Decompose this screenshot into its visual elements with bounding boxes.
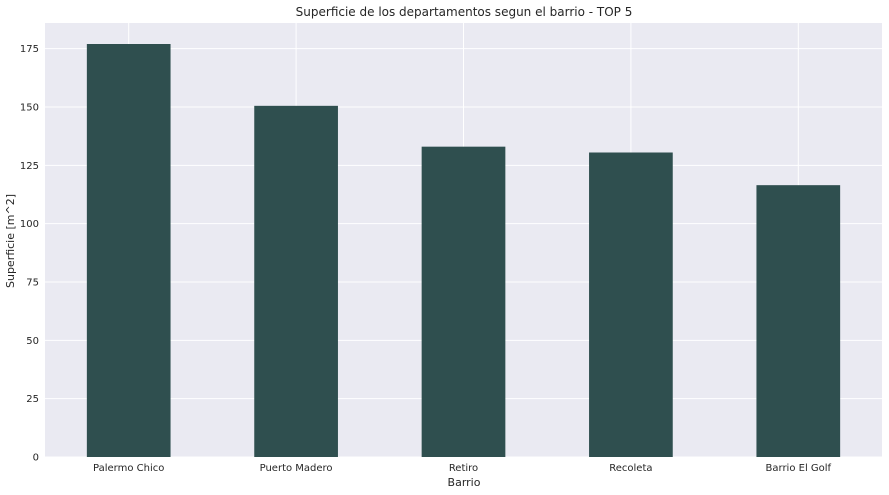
x-tick-label: Palermo Chico	[93, 463, 164, 474]
x-tick-labels: Palermo Chico Puerto Madero Retiro Recoleta…	[93, 463, 832, 474]
x-tick-label: Recoleta	[609, 463, 652, 474]
bar-puerto-madero	[254, 105, 338, 457]
y-tick-label: 0	[33, 453, 39, 464]
x-tick-label: Barrio El Golf	[766, 463, 832, 474]
bar-retiro	[421, 146, 506, 457]
bars	[86, 44, 841, 457]
y-tick-label: 75	[26, 278, 39, 289]
x-axis-label: Barrio	[448, 476, 481, 489]
y-tick-label: 50	[26, 336, 39, 347]
y-tick-label: 125	[20, 161, 39, 172]
y-tick-label: 100	[20, 219, 39, 230]
x-tick-label: Puerto Madero	[260, 463, 333, 474]
y-tick-label: 25	[26, 394, 39, 405]
y-tick-label: 150	[20, 103, 39, 114]
y-tick-labels: 0 25 50 75 100 125 150 175	[20, 44, 39, 463]
bar-barrio-el-golf	[756, 185, 841, 457]
x-tick-label: Retiro	[449, 463, 478, 474]
bar-palermo-chico	[86, 44, 171, 457]
y-axis-label: Superficie [m^2]	[4, 194, 17, 288]
y-tick-label: 175	[20, 44, 39, 55]
chart-title: Superficie de los departamentos segun el…	[296, 5, 633, 19]
bar-recoleta	[589, 152, 673, 457]
